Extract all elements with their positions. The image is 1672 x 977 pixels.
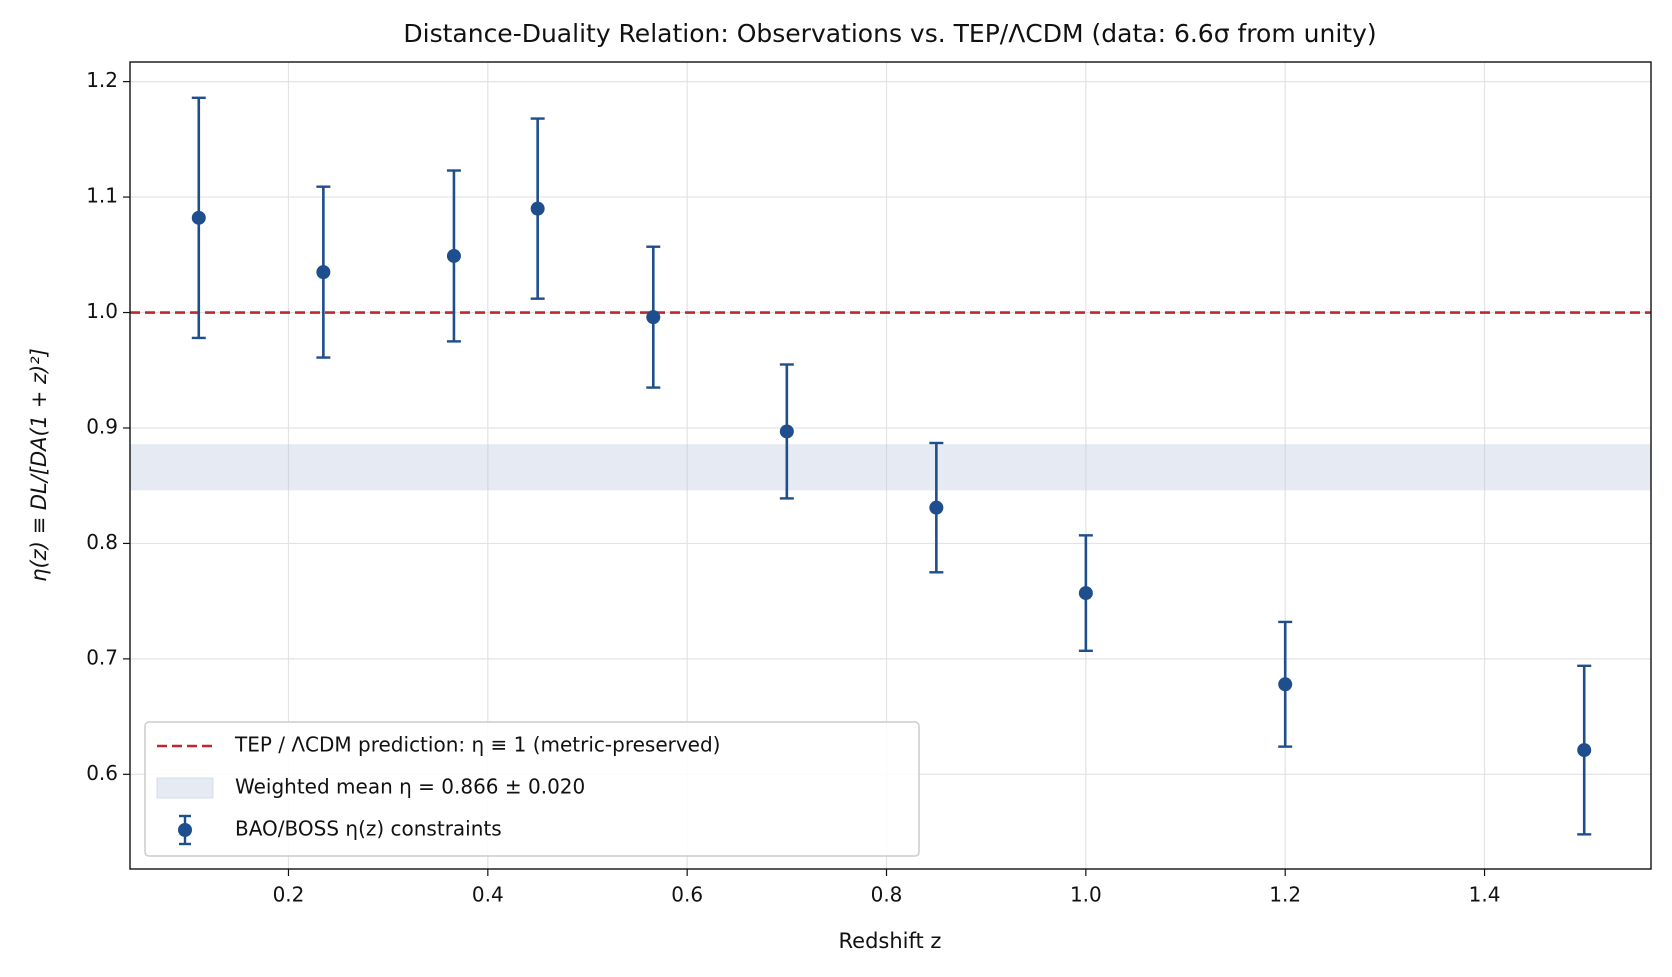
x-tick-label: 0.8 <box>871 883 903 907</box>
data-point <box>446 248 461 263</box>
y-axis-label: η(z) ≡ DL/[DA(1 + z)²] <box>27 348 51 582</box>
legend-label: Weighted mean η = 0.866 ± 0.020 <box>235 775 585 799</box>
mean-band <box>130 444 1651 491</box>
data-point <box>1078 586 1093 601</box>
data-point <box>191 210 206 225</box>
data-point <box>779 424 794 439</box>
y-tick-label: 1.0 <box>86 299 118 323</box>
y-tick-label: 0.7 <box>86 645 118 669</box>
y-tick-label: 1.2 <box>86 68 118 92</box>
data-point <box>530 201 545 216</box>
y-tick-label: 0.9 <box>86 414 118 438</box>
data-point <box>1577 743 1592 758</box>
data-point <box>929 500 944 515</box>
x-tick-label: 1.4 <box>1469 883 1501 907</box>
y-tick-label: 0.8 <box>86 530 118 554</box>
plot-frame <box>129 61 1652 870</box>
legend-label: BAO/BOSS η(z) constraints <box>235 817 502 841</box>
x-tick-label: 1.0 <box>1070 883 1102 907</box>
legend-marker <box>178 823 192 837</box>
legend-box <box>144 721 920 857</box>
legend-swatch <box>156 777 214 799</box>
y-tick-label: 0.6 <box>86 761 118 785</box>
y-tick-label: 1.1 <box>86 184 118 208</box>
legend-label: TEP / ΛCDM prediction: η ≡ 1 (metric-pre… <box>234 733 721 757</box>
chart-title: Distance-Duality Relation: Observations … <box>403 19 1376 48</box>
x-tick-label: 0.4 <box>472 883 504 907</box>
x-tick-label: 1.2 <box>1269 883 1301 907</box>
data-point <box>316 265 331 280</box>
x-tick-label: 0.6 <box>671 883 703 907</box>
x-tick-label: 0.2 <box>273 883 305 907</box>
data-point <box>1278 677 1293 692</box>
data-point <box>646 310 661 325</box>
x-axis-label: Redshift z <box>839 929 942 953</box>
